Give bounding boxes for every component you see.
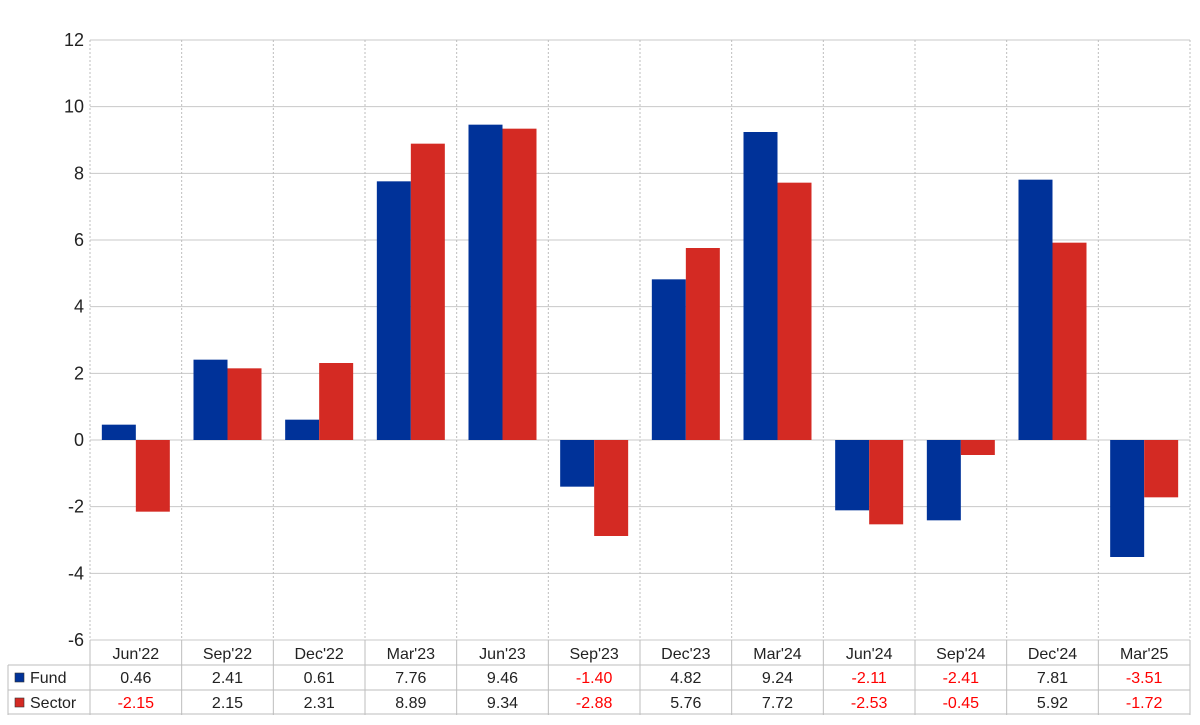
bar-sector (777, 182, 812, 440)
legend-label-fund: Fund (30, 670, 66, 687)
data-table-value: -2.53 (851, 695, 888, 712)
data-table-value: 9.34 (487, 695, 518, 712)
bar-sector (1144, 440, 1179, 498)
category-label: Sep'22 (203, 646, 252, 663)
data-table-value: 4.82 (670, 670, 701, 687)
y-tick-label: 8 (74, 163, 84, 183)
bar-sector (319, 363, 354, 440)
data-table-value: 7.72 (762, 695, 793, 712)
y-tick-label: -4 (68, 563, 84, 583)
y-tick-label: 6 (74, 230, 84, 250)
data-table-value: -3.51 (1126, 670, 1163, 687)
data-table-value: 5.92 (1037, 695, 1068, 712)
y-tick-label: 2 (74, 363, 84, 383)
bar-fund (285, 419, 320, 440)
data-table-value: -1.72 (1126, 695, 1163, 712)
data-table-value: 5.76 (670, 695, 701, 712)
y-tick-label: -6 (68, 630, 84, 650)
data-table-value: -2.41 (943, 670, 980, 687)
data-table-value: 7.76 (395, 670, 426, 687)
data-table-value: 2.15 (212, 695, 243, 712)
bar-fund (468, 124, 503, 441)
category-label: Jun'24 (846, 646, 893, 663)
data-table-value: 9.46 (487, 670, 518, 687)
category-label: Dec'24 (1028, 646, 1077, 663)
category-label: Mar'24 (753, 646, 802, 663)
data-table-value: 9.24 (762, 670, 793, 687)
legend-swatch-fund (14, 672, 25, 683)
data-table-value: 0.61 (304, 670, 335, 687)
bar-fund (560, 440, 595, 487)
bar-fund (835, 440, 870, 511)
category-label: Dec'22 (295, 646, 344, 663)
bar-sector (410, 143, 445, 440)
bar-fund (651, 279, 686, 440)
legend-swatch-sector (14, 697, 25, 708)
data-table-value: 0.46 (120, 670, 151, 687)
category-label: Mar'23 (387, 646, 436, 663)
bar-fund (376, 181, 411, 441)
category-label: Dec'23 (661, 646, 710, 663)
data-table-value: -2.11 (852, 670, 887, 687)
bar-sector (685, 248, 720, 440)
data-table-value: 2.31 (304, 695, 335, 712)
category-label: Sep'24 (936, 646, 985, 663)
category-label: Jun'22 (113, 646, 160, 663)
bar-sector (594, 440, 629, 536)
bar-sector (869, 440, 904, 525)
data-table-value: -2.15 (118, 695, 155, 712)
category-label: Mar'25 (1120, 646, 1169, 663)
y-tick-label: 4 (74, 297, 84, 317)
bar-sector (227, 368, 262, 440)
data-table-value: 2.41 (212, 670, 243, 687)
y-tick-label: 12 (64, 30, 84, 50)
bar-fund (1018, 179, 1053, 440)
bar-sector (960, 440, 995, 455)
bar-fund (101, 424, 136, 440)
bar-sector (1052, 242, 1087, 440)
data-table-value: 8.89 (395, 695, 426, 712)
category-label: Jun'23 (479, 646, 526, 663)
bar-fund (743, 132, 778, 440)
y-tick-label: 0 (74, 430, 84, 450)
data-table-value: -2.88 (576, 695, 613, 712)
legend-label-sector: Sector (30, 695, 77, 712)
bar-sector (502, 128, 537, 440)
y-tick-label: 10 (64, 97, 84, 117)
bar-sector (135, 440, 170, 512)
data-table-value: -1.40 (576, 670, 613, 687)
bar-fund (193, 359, 228, 440)
data-table-value: 7.81 (1037, 670, 1068, 687)
data-table-value: -0.45 (943, 695, 980, 712)
y-tick-label: -2 (68, 497, 84, 517)
category-label: Sep'23 (570, 646, 619, 663)
bar-fund (1110, 440, 1145, 557)
bar-fund (926, 440, 961, 521)
